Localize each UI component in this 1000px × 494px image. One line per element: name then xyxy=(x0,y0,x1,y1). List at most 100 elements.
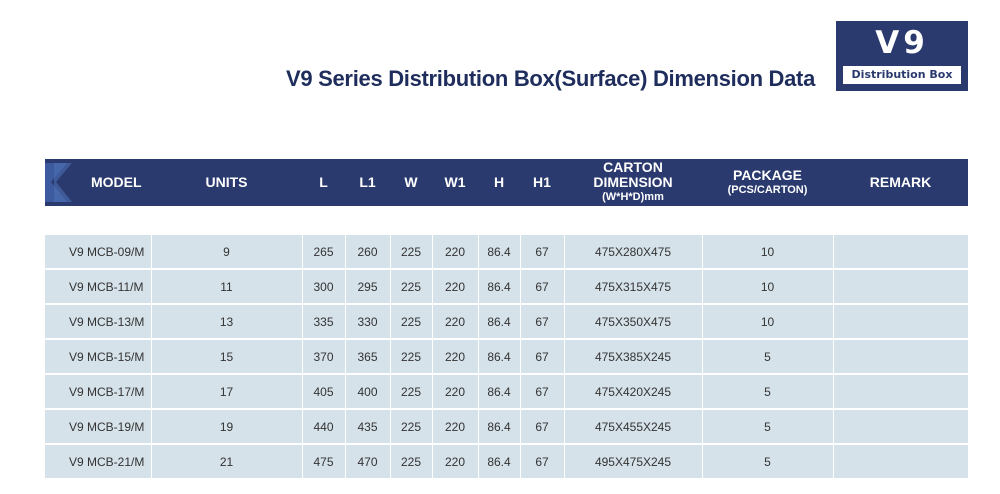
cell-l1: 260 xyxy=(345,234,391,270)
cell-model: V9 MCB-19/M xyxy=(45,409,152,445)
cell-units: 11 xyxy=(151,269,303,305)
cell-l: 440 xyxy=(301,409,346,445)
cell-w1: 220 xyxy=(432,409,479,445)
cell-w1: 220 xyxy=(432,234,479,270)
cell-carton: 495X475X245 xyxy=(564,444,703,480)
header-h: H xyxy=(493,174,505,190)
table-spacer-row xyxy=(45,206,969,235)
series-badge: V9 Distribution Box xyxy=(836,21,968,91)
cell-l: 475 xyxy=(301,444,346,480)
cell-l1: 470 xyxy=(345,444,391,480)
header-l: L xyxy=(319,174,328,190)
cell-model: V9 MCB-15/M xyxy=(45,339,152,375)
header-package-label: PACKAGE xyxy=(733,166,802,183)
page-title: V9 Series Distribution Box(Surface) Dime… xyxy=(286,66,816,91)
cell-carton: 475X455X245 xyxy=(564,409,703,445)
cell-l1: 330 xyxy=(345,304,391,340)
header-carton-unit: (W*H*D)mm xyxy=(602,191,664,203)
header-package-unit: (PCS/CARTON) xyxy=(727,183,808,196)
table-row: V9 MCB-09/M 9 265 260 225 220 86.4 67 475X280X47… xyxy=(45,234,969,270)
cell-w1: 220 xyxy=(432,304,479,340)
cell-remark xyxy=(833,339,969,375)
cell-carton: 475X315X475 xyxy=(564,269,703,305)
cell-h1: 67 xyxy=(520,339,565,375)
cell-units: 15 xyxy=(151,339,303,375)
cell-w1: 220 xyxy=(432,269,479,305)
table-row: V9 MCB-13/M 13 335 330 225 220 86.4 67 475X350X4… xyxy=(45,304,969,340)
cell-w: 225 xyxy=(390,234,433,270)
dimension-table: MODEL UNITS L L1 W W1 H H1 CARTON DIMENS… xyxy=(45,159,969,480)
cell-h: 86.4 xyxy=(478,269,521,305)
badge-series-label: V9 xyxy=(875,25,929,61)
cell-model: V9 MCB-21/M xyxy=(45,444,152,480)
cell-package: 10 xyxy=(702,234,834,270)
header-carton-label: CARTON DIMENSION xyxy=(593,159,673,190)
cell-remark xyxy=(833,269,969,305)
cell-units: 13 xyxy=(151,304,303,340)
cell-w: 225 xyxy=(390,374,433,410)
cell-h1: 67 xyxy=(520,444,565,480)
cell-units: 21 xyxy=(151,444,303,480)
badge-caption: Distribution Box xyxy=(843,66,961,84)
header-carton: CARTON DIMENSION (W*H*D)mm xyxy=(564,159,702,206)
cell-w1: 220 xyxy=(432,444,479,480)
header-model-label: MODEL xyxy=(91,174,142,190)
cell-remark xyxy=(833,444,969,480)
cell-w: 225 xyxy=(390,269,433,305)
cell-l1: 435 xyxy=(345,409,391,445)
table-row: V9 MCB-15/M 15 370 365 225 220 86.4 67 475X385X2… xyxy=(45,339,969,375)
header-model: MODEL xyxy=(45,159,151,206)
cell-h: 86.4 xyxy=(478,339,521,375)
cell-l: 300 xyxy=(301,269,346,305)
cell-l: 335 xyxy=(301,304,346,340)
cell-w: 225 xyxy=(390,444,433,480)
cell-model: V9 MCB-11/M xyxy=(45,269,152,305)
cell-h: 86.4 xyxy=(478,304,521,340)
cell-l1: 400 xyxy=(345,374,391,410)
cell-units: 9 xyxy=(151,234,303,270)
cell-h: 86.4 xyxy=(478,374,521,410)
header-w: W xyxy=(404,174,418,190)
cell-package: 5 xyxy=(702,339,834,375)
cell-l: 265 xyxy=(301,234,346,270)
cell-h: 86.4 xyxy=(478,409,521,445)
cell-model: V9 MCB-17/M xyxy=(45,374,152,410)
cell-units: 19 xyxy=(151,409,303,445)
header-h1: H1 xyxy=(533,174,551,190)
cell-h1: 67 xyxy=(520,409,565,445)
cell-remark xyxy=(833,409,969,445)
cell-w1: 220 xyxy=(432,374,479,410)
cell-w1: 220 xyxy=(432,339,479,375)
cell-h1: 67 xyxy=(520,234,565,270)
cell-package: 5 xyxy=(702,374,834,410)
cell-w: 225 xyxy=(390,304,433,340)
header-l1: L1 xyxy=(359,174,376,190)
cell-package: 5 xyxy=(702,409,834,445)
cell-l: 405 xyxy=(301,374,346,410)
cell-l1: 295 xyxy=(345,269,391,305)
cell-h: 86.4 xyxy=(478,234,521,270)
header-package: PACKAGE (PCS/CARTON) xyxy=(702,159,833,206)
cell-l: 370 xyxy=(301,339,346,375)
table-row: V9 MCB-11/M 11 300 295 225 220 86.4 67 475X315X4… xyxy=(45,269,969,305)
cell-remark xyxy=(833,234,969,270)
cell-package: 10 xyxy=(702,304,834,340)
cell-carton: 475X280X475 xyxy=(564,234,703,270)
header-w1: W1 xyxy=(444,174,466,190)
cell-h1: 67 xyxy=(520,304,565,340)
header-remark: REMARK xyxy=(869,174,932,190)
cell-h: 86.4 xyxy=(478,444,521,480)
cell-l1: 365 xyxy=(345,339,391,375)
header-chevron-icon xyxy=(45,163,72,202)
cell-package: 5 xyxy=(702,444,834,480)
cell-w: 225 xyxy=(390,339,433,375)
table-header-row: MODEL UNITS L L1 W W1 H H1 CARTON DIMENS… xyxy=(45,159,968,206)
cell-h1: 67 xyxy=(520,269,565,305)
cell-remark xyxy=(833,374,969,410)
cell-remark xyxy=(833,304,969,340)
table-row: V9 MCB-21/M 21 475 470 225 220 86.4 67 495X475X2… xyxy=(45,444,969,480)
cell-model: V9 MCB-09/M xyxy=(45,234,152,270)
table-row: V9 MCB-19/M 19 440 435 225 220 86.4 67 475X455X2… xyxy=(45,409,969,445)
header-units: UNITS xyxy=(205,174,248,190)
cell-model: V9 MCB-13/M xyxy=(45,304,152,340)
